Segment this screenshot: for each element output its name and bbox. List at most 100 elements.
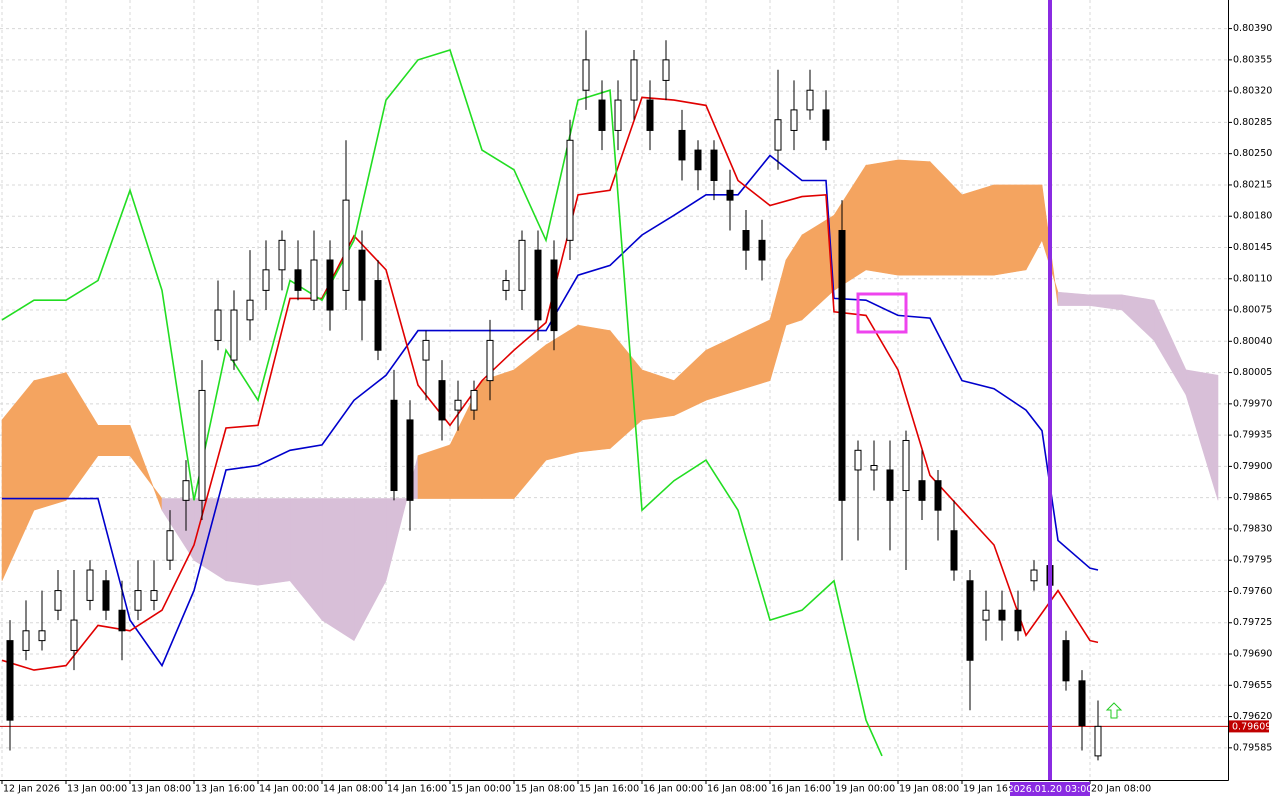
candle-body (374, 280, 382, 351)
x-tick-label: 13 Jan 16:00 (195, 784, 255, 795)
cloud-segment (321, 498, 355, 642)
time-marker-label-bg (1010, 782, 1090, 796)
y-tick-label: 0.80005 (1233, 367, 1272, 378)
candle-body (742, 230, 750, 251)
candle-body (998, 609, 1006, 621)
y-tick-label: 0.79900 (1233, 461, 1272, 472)
y-tick-label: 0.80075 (1233, 305, 1272, 316)
candle-body (86, 569, 94, 601)
y-tick-label: 0.79585 (1233, 742, 1272, 753)
candle-body (22, 630, 30, 651)
candle-body (390, 399, 398, 492)
candle-body (166, 530, 174, 561)
candle-body (470, 389, 478, 411)
y-tick-label: 0.80355 (1233, 54, 1272, 65)
candle-body (326, 259, 334, 311)
candle-body (790, 109, 798, 131)
cloud-segment (961, 184, 995, 276)
candle-body (262, 269, 270, 291)
candle-body (566, 139, 574, 241)
y-tick-label: 0.79760 (1233, 586, 1272, 597)
highlight-box (856, 292, 908, 334)
candle-body (150, 590, 158, 601)
x-tick-label: 14 Jan 00:00 (259, 784, 319, 795)
indicator-line (2, 154, 1099, 668)
candle-body (614, 99, 622, 131)
candle-body (774, 119, 782, 151)
y-tick-label: 0.79620 (1233, 711, 1272, 722)
axes: 0.80390 0.80355 0.80320 0.80285 0.80250 0.802… (1, 23, 1272, 796)
y-tick-label: 0.80250 (1233, 148, 1272, 159)
x-tick-label: 20 Jan 08:00 (1091, 784, 1151, 795)
candle-body (230, 309, 238, 361)
candle-body (1030, 569, 1038, 582)
candle-body (294, 269, 302, 291)
candle-body (438, 380, 446, 421)
candle-body (454, 399, 462, 411)
x-tick-label: 19 Jan 16:00 (963, 784, 1023, 795)
cloud-segment (993, 184, 1027, 276)
candle-body (966, 580, 974, 661)
candle-body (806, 89, 814, 111)
candle-body (694, 149, 702, 171)
x-tick-label: 14 Jan 08:00 (323, 784, 383, 795)
candle-body (1094, 725, 1102, 757)
cloud-segment (33, 372, 67, 511)
candle-body (886, 469, 894, 501)
indicator-line (1, 49, 883, 757)
candle-body (822, 109, 830, 141)
candle-body (982, 609, 990, 621)
candle-body (502, 280, 510, 291)
candle-body (518, 239, 526, 291)
y-tick-label: 0.80180 (1233, 211, 1272, 222)
cloud-segment (1057, 291, 1091, 306)
current-price-label-bg (1229, 720, 1269, 733)
candle-body (214, 309, 222, 341)
y-tick-label: 0.79935 (1233, 430, 1272, 441)
cloud-segment (577, 324, 611, 453)
y-tick-label: 0.79795 (1233, 555, 1272, 566)
y-tick-label: 0.80040 (1233, 336, 1272, 347)
cloud-segment (865, 159, 899, 276)
time-marker-label: 2026.01.20 03:00 (1008, 784, 1093, 795)
y-tick-label: 0.79690 (1233, 649, 1272, 660)
candle-body (582, 59, 590, 91)
y-tick-label: 0.80320 (1233, 86, 1272, 97)
candle-body (902, 439, 910, 492)
up-arrow (1105, 702, 1123, 719)
candle-body (134, 590, 142, 611)
candle-body (1078, 680, 1086, 726)
x-tick-label: 19 Jan 08:00 (899, 784, 959, 795)
candle-body (422, 339, 430, 361)
y-tick-label: 0.80390 (1233, 23, 1272, 34)
y-tick-label: 0.79970 (1233, 398, 1272, 409)
cloud-segment (545, 324, 579, 461)
x-tick-label: 13 Jan 00:00 (67, 784, 127, 795)
x-tick-label: 14 Jan 16:00 (387, 784, 447, 795)
indicator-line (1, 96, 1099, 671)
y-tick-label: 0.79830 (1233, 523, 1272, 534)
cloud-segment (257, 498, 291, 586)
candle-body (358, 249, 366, 301)
candle-body (838, 230, 846, 501)
candle-body (1014, 609, 1022, 632)
cloud-segment (225, 498, 259, 586)
candle-body (678, 129, 686, 161)
y-tick-label: 0.80215 (1233, 179, 1272, 190)
candle-body (70, 619, 78, 651)
candle-body (726, 189, 734, 201)
x-tick-label: 15 Jan 16:00 (579, 784, 639, 795)
candle-body (758, 239, 766, 261)
candle-body (918, 480, 926, 501)
candle-body (550, 259, 558, 332)
x-tick-label: 15 Jan 00:00 (451, 784, 511, 795)
candle-body (38, 630, 46, 642)
candle-body (6, 640, 14, 721)
cloud-segment (897, 159, 931, 276)
candle-body (118, 609, 126, 632)
candle-body (534, 249, 542, 321)
candle-body (934, 480, 942, 511)
candle-body (870, 464, 878, 471)
